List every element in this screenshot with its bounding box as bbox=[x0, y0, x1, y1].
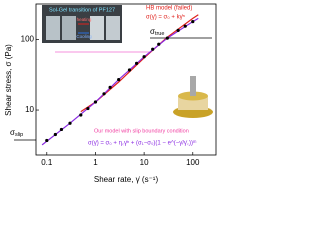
data-point bbox=[191, 20, 195, 24]
our-model-label: Our model with slip boundary condition bbox=[94, 128, 189, 134]
data-point bbox=[108, 85, 112, 89]
heating-label: heating bbox=[77, 17, 92, 22]
data-point bbox=[176, 28, 180, 33]
symbol: σ bbox=[10, 128, 15, 137]
data-point bbox=[102, 92, 106, 96]
y-tick-label: 100 bbox=[21, 35, 35, 44]
vial bbox=[62, 16, 76, 40]
x-tick-label: 1 bbox=[93, 158, 98, 167]
data-point bbox=[117, 78, 121, 82]
vial bbox=[46, 16, 60, 40]
data-point bbox=[127, 68, 132, 72]
y-axis-label: Shear stress, σ (Pa) bbox=[4, 44, 13, 116]
cooling-label: Cooling bbox=[76, 34, 92, 39]
inset-photo: Sol-Gel transition of PF127 heating Cool… bbox=[42, 5, 122, 43]
inset-title: Sol-Gel transition of PF127 bbox=[49, 7, 115, 13]
data-point bbox=[45, 138, 49, 143]
x-tick-label: 100 bbox=[186, 158, 200, 167]
data-point bbox=[59, 127, 64, 132]
vial bbox=[106, 16, 120, 40]
subscript: slip bbox=[15, 132, 23, 138]
data-point bbox=[53, 132, 57, 137]
shaft bbox=[190, 76, 196, 96]
data-point bbox=[134, 61, 139, 65]
sigma-slip-label: σslip bbox=[10, 128, 23, 138]
data-point bbox=[86, 106, 90, 111]
x-tick-label: 0.1 bbox=[41, 158, 53, 167]
data-point bbox=[165, 36, 169, 40]
our-equation: σ(γ̇) = σ₀ + η꜀γ̇ⁿ + (σ₁−σ₀)(1 − e^(−γ̇/… bbox=[88, 140, 197, 147]
data-point bbox=[151, 47, 155, 51]
x-axis-label: Shear rate, γ̇ (s⁻¹) bbox=[94, 175, 159, 184]
subscript: true bbox=[155, 31, 164, 37]
data-point bbox=[157, 42, 161, 46]
y-tick-label: 10 bbox=[25, 105, 34, 114]
fit-line bbox=[41, 17, 199, 146]
hb-equation: σ(γ̇) = σ₀ + kγ̇ⁿ bbox=[146, 14, 185, 21]
data-point bbox=[68, 121, 72, 125]
plot-frame bbox=[35, 3, 217, 156]
hb-model-label: HB model (failed) bbox=[146, 6, 192, 12]
data-point bbox=[183, 24, 187, 28]
chart: Sol-Gel transition of PF127 heating Cool… bbox=[4, 3, 217, 184]
geometry-illustration bbox=[173, 76, 213, 118]
symbol: σ bbox=[150, 27, 155, 36]
data-point bbox=[79, 113, 83, 117]
data-point bbox=[142, 55, 146, 59]
sigma-true-label: σtrue bbox=[150, 27, 164, 37]
vial bbox=[90, 16, 104, 40]
data-point bbox=[93, 100, 98, 104]
x-tick-label: 10 bbox=[140, 158, 149, 167]
